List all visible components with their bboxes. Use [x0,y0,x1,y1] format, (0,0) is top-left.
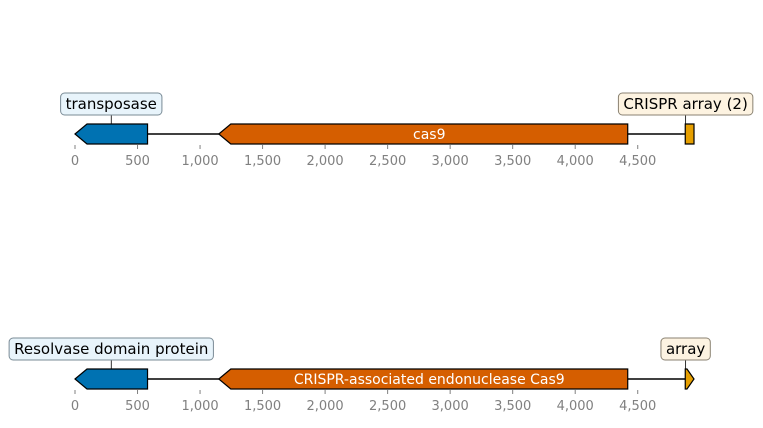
callout-box [60,92,163,116]
tick-label: 2,000 [306,154,343,169]
track-1: 0 500 1,000 1,500 2,000 2,500 3,000 3,500 4,000 4… [60,92,754,169]
tick-label: 4,500 [619,154,656,169]
tick-label: 3,000 [432,154,469,169]
tick-label: 3,500 [494,154,531,169]
tick-label: 2,500 [369,399,406,414]
callout-box [617,92,754,116]
tick-label: 3,000 [432,399,469,414]
tick-label: 1,500 [244,399,281,414]
feature-1-1 [74,123,149,145]
tick-label: 0 [71,154,79,169]
tick-label: 1,000 [181,399,218,414]
callout-box [8,337,214,361]
callout-box [660,337,711,361]
feature-label: CRISPR-associated endonuclease Cas9 [294,372,565,388]
callout-label: array [666,340,705,358]
tick-label: 4,000 [557,154,594,169]
callout-label: Resolvase domain protein [14,340,208,358]
feature-2-2 [217,368,629,390]
callout-label: CRISPR array (2) [623,95,747,113]
tick-label: 3,500 [494,399,531,414]
tick-label: 1,000 [181,154,218,169]
tick-label: 500 [125,399,150,414]
feature-2-3 [684,368,695,390]
tick-label: 4,000 [557,399,594,414]
tick-label: 4,500 [619,399,656,414]
tick-label: 1,500 [244,154,281,169]
feature-2-1 [74,368,149,390]
tick-label: 2,000 [306,399,343,414]
feature-1-2 [217,123,629,145]
feature-label: cas9 [413,127,445,143]
callout-label: transposase [66,95,157,113]
tick-label: 2,500 [369,154,406,169]
track-2: 0 500 1,000 1,500 2,000 2,500 3,000 3,500 4,000 4… [8,337,711,414]
feature-1-3 [684,123,695,145]
tick-label: 500 [125,154,150,169]
tick-label: 0 [71,399,79,414]
